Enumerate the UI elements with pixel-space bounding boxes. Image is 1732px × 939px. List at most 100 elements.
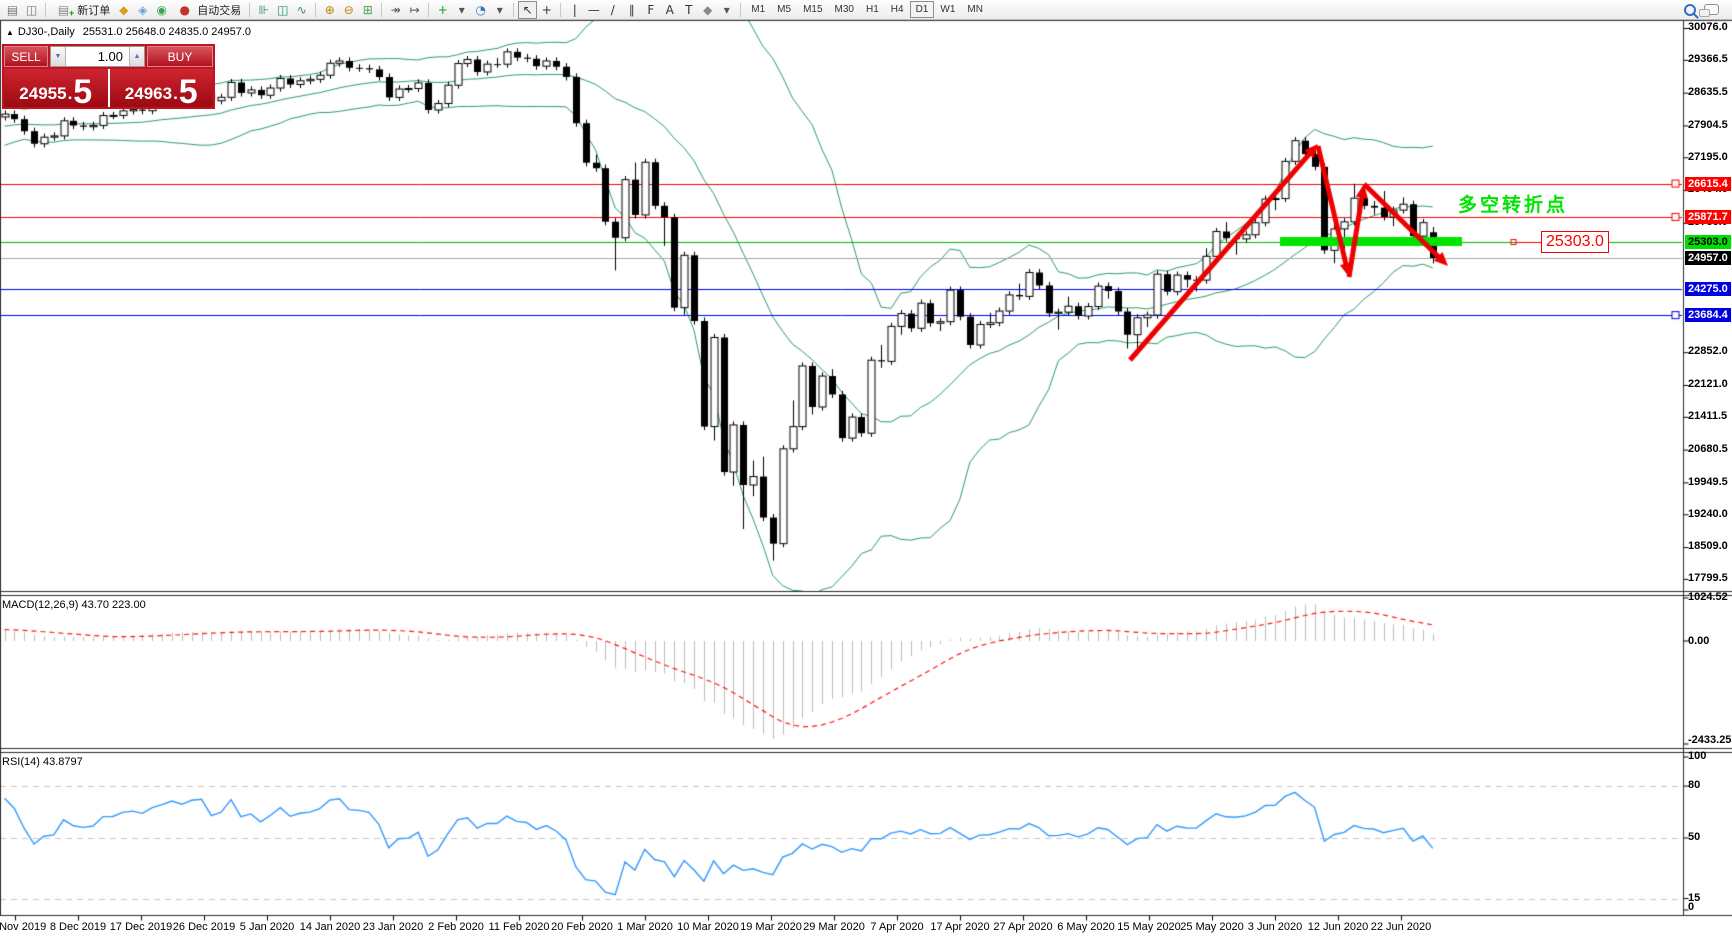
volume-decrease-button[interactable]: ▼	[51, 47, 66, 66]
timeframe-h1-button[interactable]: H1	[865, 4, 879, 15]
price-marker-26615.4: 26615.4	[1685, 176, 1731, 191]
chart-profiles-icon[interactable]: ◫	[25, 2, 38, 17]
vertical-line-icon[interactable]: |	[572, 2, 577, 17]
toolbar-separator	[513, 2, 515, 17]
rsi-tick-label: 80	[1688, 779, 1701, 792]
equidistant-channel-icon[interactable]: ∥	[628, 2, 635, 17]
text-icon[interactable]: A	[665, 2, 674, 17]
timeframe-h4-button[interactable]: H4	[890, 4, 904, 15]
chart-ohlc-values: 25531.0 25648.0 24835.0 24957.0	[82, 26, 251, 38]
buy-price-main: 24963	[124, 84, 173, 103]
chart-symbol-period: DJ30-,Daily	[17, 26, 75, 38]
toolbar-separator	[560, 2, 562, 17]
bar-chart-mode-icon[interactable]: ⊪	[258, 2, 269, 17]
cursor-icon[interactable]: ↖	[518, 0, 538, 19]
support-price-callout[interactable]: 25303.0	[1541, 231, 1609, 253]
toolbar-button-label: 自动交易	[197, 4, 242, 17]
new-order-icon: ▤	[57, 2, 70, 17]
rsi-tick-label: 100	[1688, 750, 1707, 762]
market-watch-icon[interactable]: ◆	[119, 2, 129, 17]
one-click-trading-panel: SELL ▼ 1.00 ▲ BUY 24955. 5 24963. 5	[2, 44, 215, 109]
timeframe-m15-button[interactable]: M15	[803, 4, 823, 15]
periods-clock-icon[interactable]: ◔	[475, 2, 486, 17]
toolbar-separator	[428, 2, 430, 17]
sell-price-fraction: 5	[73, 73, 93, 112]
date-label: 29 Mar 2020	[803, 921, 865, 933]
price-tick-label: 18509.0	[1688, 540, 1728, 553]
chart-shift-icon[interactable]: ↦	[409, 2, 420, 17]
periods-dropdown-icon[interactable]: ▾	[496, 2, 503, 17]
date-label: 27 Apr 2020	[993, 921, 1053, 933]
volume-stepper[interactable]: ▼ 1.00 ▲	[50, 46, 145, 67]
toolbar-separator	[249, 2, 251, 17]
date-label: 19 Mar 2020	[740, 921, 802, 933]
tile-windows-icon[interactable]: ⊞	[362, 2, 373, 17]
timeframe-w1-button[interactable]: W1	[940, 4, 956, 15]
price-marker-24957.0: 24957.0	[1685, 251, 1731, 266]
date-label: 1 Mar 2020	[617, 921, 673, 933]
horizontal-line-icon[interactable]: —	[587, 2, 600, 17]
navigator-icon[interactable]: ◉	[156, 2, 167, 17]
autotrading-icon: ●	[179, 2, 190, 17]
price-tick-label: 19949.5	[1688, 475, 1728, 488]
timeframe-m1-button[interactable]: M1	[751, 4, 766, 15]
line-chart-mode-icon[interactable]: ∿	[296, 2, 307, 17]
macd-tick-label: 0.00	[1688, 635, 1710, 647]
toolbar-button-label: 新订单	[77, 4, 111, 17]
shapes-dropdown-icon[interactable]: ▾	[723, 2, 730, 17]
timeframe-m30-button[interactable]: M30	[834, 4, 854, 15]
buy-price-fraction: 5	[178, 73, 198, 112]
buy-button[interactable]: BUY	[147, 46, 213, 67]
date-label: 23 Jan 2020	[362, 921, 424, 933]
timeframe-m5-button[interactable]: M5	[777, 4, 792, 15]
price-tick-label: 27195.0	[1688, 150, 1728, 163]
toolbar-separator	[381, 2, 383, 17]
sell-button[interactable]: SELL	[4, 46, 48, 67]
candlestick-mode-icon[interactable]: ◫	[277, 2, 289, 17]
search-icon[interactable]	[1684, 3, 1696, 16]
data-window-icon[interactable]: ◈	[138, 2, 148, 17]
trendline-icon[interactable]: /	[610, 2, 615, 17]
autotrading-button[interactable]: ● 自动交易	[171, 2, 245, 18]
date-label: 7 Apr 2020	[870, 921, 924, 933]
indicators-dropdown-icon[interactable]: ▾	[458, 2, 465, 17]
toolbar-separator	[45, 2, 46, 17]
rsi-indicator-label: RSI(14) 43.8797	[2, 756, 83, 768]
macd-tick-label: 1024.52	[1688, 591, 1728, 604]
price-tick-label: 28635.5	[1688, 85, 1728, 98]
indicators-icon[interactable]: +	[437, 2, 448, 17]
timeframe-d1-button[interactable]: D1	[909, 1, 935, 18]
date-label: 22 Jun 2020	[1370, 921, 1432, 933]
price-tick-label: 22852.0	[1688, 345, 1728, 358]
date-label: 2 Feb 2020	[428, 921, 484, 933]
date-label: 26 Dec 2019	[172, 921, 236, 933]
arrows-shapes-icon[interactable]: ◆	[703, 2, 713, 17]
feedback-icon[interactable]	[1699, 4, 1719, 17]
text-label-icon[interactable]: T	[685, 2, 693, 17]
symbol-triangle-icon: ▲	[6, 28, 14, 37]
date-label: 10 Mar 2020	[677, 921, 739, 933]
volume-increase-button[interactable]: ▲	[129, 47, 144, 66]
new-order-button[interactable]: ▤ + 新订单	[50, 2, 114, 19]
buy-price-dot: .	[173, 84, 178, 103]
date-label: 3 Jun 2020	[1247, 921, 1303, 933]
volume-value[interactable]: 1.00	[97, 49, 123, 64]
timeframe-mn-button[interactable]: MN	[967, 4, 983, 15]
date-label: 14 Jan 2020	[299, 921, 361, 933]
buy-price-panel[interactable]: 24963. 5	[109, 69, 213, 112]
charts-list-icon[interactable]: ▤	[6, 2, 19, 17]
rsi-tick-label: 50	[1688, 831, 1701, 843]
rsi-tick-label: 15	[1688, 891, 1701, 904]
date-label: 17 Dec 2019	[109, 921, 173, 933]
toolbar-separator	[740, 2, 742, 17]
macd-indicator-label: MACD(12,26,9) 43.70 223.00	[2, 599, 146, 611]
price-tick-label: 29366.5	[1688, 53, 1728, 66]
zoom-out-icon[interactable]: ⊖	[343, 2, 354, 17]
zoom-in-icon[interactable]: ⊕	[324, 2, 335, 17]
fibonacci-icon[interactable]: F	[647, 2, 655, 17]
sell-price-panel[interactable]: 24955. 5	[4, 69, 110, 112]
turning-point-annotation[interactable]: 多空转折点	[1458, 195, 1569, 216]
crosshair-icon[interactable]: +	[541, 2, 552, 17]
auto-scroll-icon[interactable]: ↠	[390, 2, 401, 17]
